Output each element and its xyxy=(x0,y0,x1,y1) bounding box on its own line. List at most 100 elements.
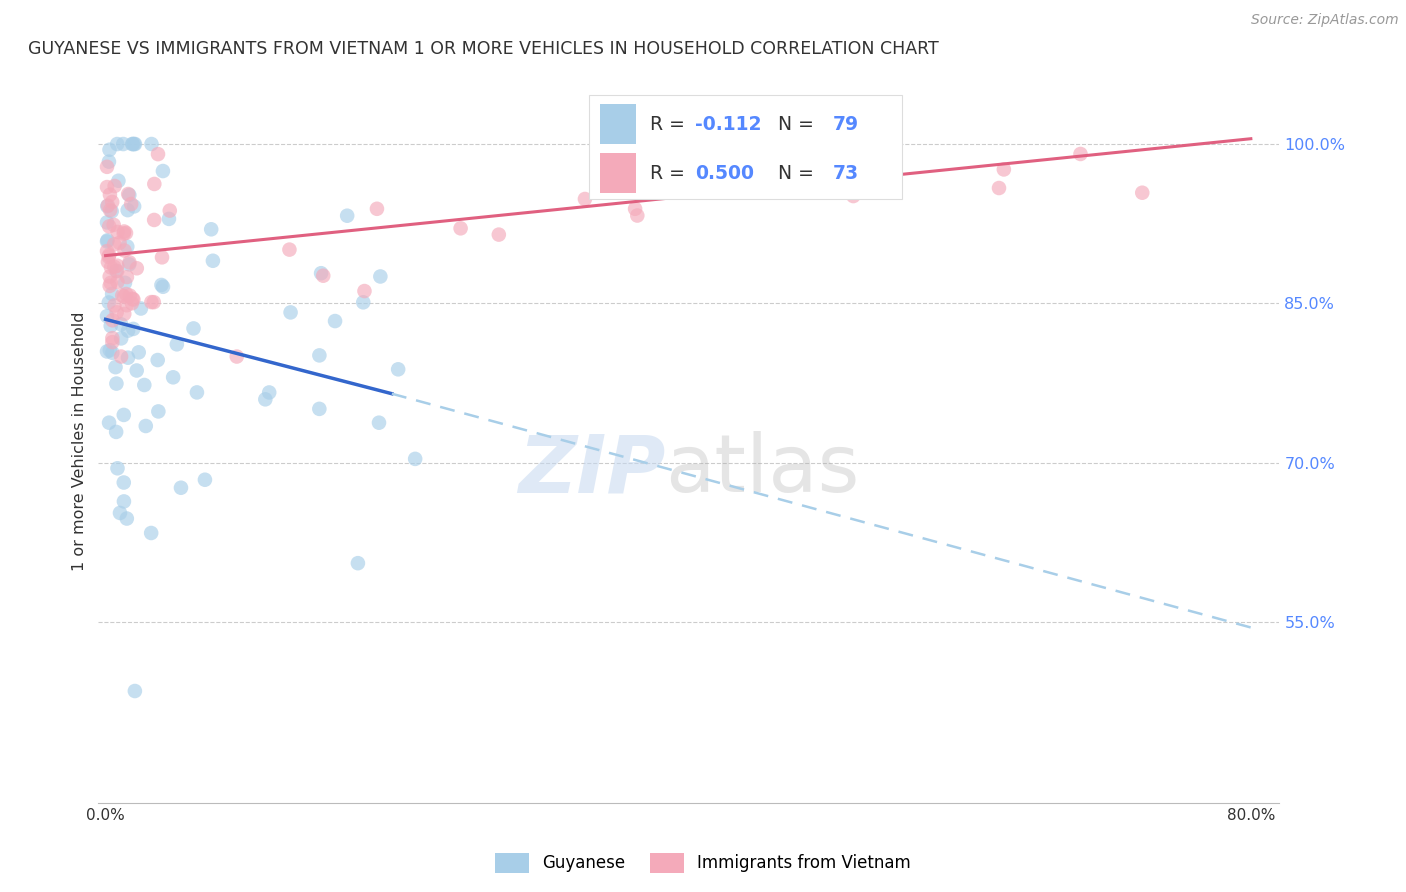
Point xyxy=(183,321,205,335)
FancyBboxPatch shape xyxy=(600,104,636,144)
Point xyxy=(101,287,124,301)
Point xyxy=(988,181,1011,195)
Point xyxy=(308,348,330,362)
Text: GUYANESE VS IMMIGRANTS FROM VIETNAM 1 OR MORE VEHICLES IN HOUSEHOLD CORRELATION : GUYANESE VS IMMIGRANTS FROM VIETNAM 1 OR… xyxy=(28,40,939,58)
Point xyxy=(100,260,122,275)
Point xyxy=(121,136,143,151)
Point xyxy=(993,162,1015,177)
Point xyxy=(200,222,222,236)
Point xyxy=(121,296,143,310)
Text: atlas: atlas xyxy=(665,432,859,509)
Point xyxy=(159,203,181,218)
Point xyxy=(124,684,146,698)
Point xyxy=(129,301,152,316)
Point xyxy=(128,345,150,359)
Point xyxy=(312,268,335,283)
Point xyxy=(105,136,128,151)
Point xyxy=(105,376,128,391)
Point xyxy=(105,305,128,319)
Point xyxy=(634,172,657,186)
Point xyxy=(574,192,596,206)
Point xyxy=(114,276,136,290)
Point xyxy=(186,385,208,400)
Point xyxy=(114,244,136,258)
Text: R =: R = xyxy=(650,164,690,183)
Point xyxy=(101,313,124,327)
Point xyxy=(122,322,145,336)
Point xyxy=(121,136,143,151)
Point xyxy=(97,199,120,213)
Point xyxy=(101,194,124,209)
Point xyxy=(201,253,224,268)
Point xyxy=(352,295,374,310)
Point xyxy=(404,451,426,466)
Point xyxy=(1069,147,1091,161)
FancyBboxPatch shape xyxy=(600,153,636,194)
Point xyxy=(118,255,141,269)
Point xyxy=(450,221,472,235)
Point xyxy=(112,136,135,151)
Point xyxy=(98,269,121,284)
Point xyxy=(135,419,157,434)
Point xyxy=(194,473,217,487)
Point xyxy=(387,362,409,376)
Point xyxy=(115,511,138,525)
Point xyxy=(143,213,166,227)
Point xyxy=(152,164,174,178)
Point xyxy=(257,385,280,400)
Point xyxy=(117,186,139,201)
Point xyxy=(103,237,125,252)
Point xyxy=(96,199,118,213)
Point xyxy=(118,257,141,271)
Point xyxy=(624,202,647,216)
Point xyxy=(96,244,118,259)
Point xyxy=(842,189,865,203)
Point xyxy=(117,324,139,338)
Point xyxy=(107,225,129,239)
Point xyxy=(115,298,138,312)
Point xyxy=(353,284,375,298)
Point xyxy=(120,197,142,211)
Point xyxy=(118,188,141,202)
Point xyxy=(141,136,163,151)
Point xyxy=(152,279,174,293)
Point xyxy=(488,227,510,242)
Point xyxy=(108,235,131,250)
Point xyxy=(142,295,165,310)
Point xyxy=(702,163,724,178)
Point xyxy=(110,318,132,332)
Point xyxy=(110,331,132,345)
Point xyxy=(148,404,170,418)
Point xyxy=(117,239,139,253)
Point xyxy=(626,209,648,223)
Point xyxy=(366,202,388,216)
Point xyxy=(103,218,125,232)
Point xyxy=(336,209,359,223)
Text: 73: 73 xyxy=(832,164,859,183)
Point xyxy=(309,266,332,280)
Point xyxy=(103,260,125,274)
Text: N =: N = xyxy=(766,114,820,134)
Point xyxy=(107,275,129,289)
Point xyxy=(100,276,122,290)
Point xyxy=(107,461,129,475)
Point xyxy=(141,526,163,541)
Point xyxy=(368,416,391,430)
Point xyxy=(112,408,135,422)
Point xyxy=(108,506,131,520)
Point xyxy=(97,250,120,264)
Point xyxy=(107,174,129,188)
Point xyxy=(112,494,135,508)
Point xyxy=(100,204,122,219)
Point xyxy=(98,416,121,430)
Point xyxy=(121,292,143,306)
Point xyxy=(115,226,138,240)
Point xyxy=(112,225,135,239)
Point xyxy=(101,335,124,350)
Point xyxy=(98,203,121,218)
Point xyxy=(278,243,301,257)
Point xyxy=(98,279,121,293)
Point xyxy=(112,475,135,490)
Point xyxy=(162,370,184,384)
Point xyxy=(105,264,128,278)
